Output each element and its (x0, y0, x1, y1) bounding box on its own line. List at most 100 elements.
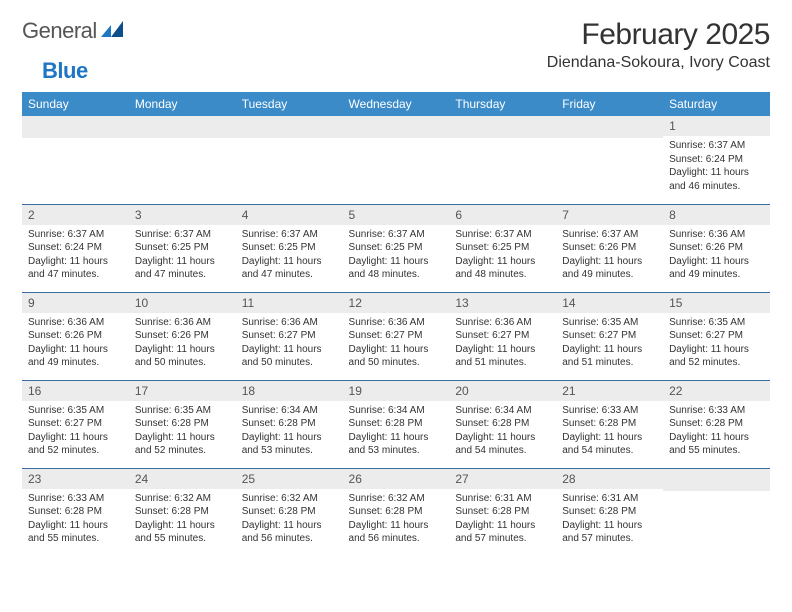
day-data: Sunrise: 6:37 AMSunset: 6:26 PMDaylight:… (556, 225, 663, 286)
calendar-week-row: 1Sunrise: 6:37 AMSunset: 6:24 PMDaylight… (22, 116, 770, 204)
daylight-text: Daylight: 11 hours and 50 minutes. (242, 343, 337, 370)
calendar-day-cell (663, 468, 770, 556)
day-number-empty (236, 116, 343, 138)
daylight-text: Daylight: 11 hours and 52 minutes. (669, 343, 764, 370)
calendar-day-cell: 11Sunrise: 6:36 AMSunset: 6:27 PMDayligh… (236, 292, 343, 380)
daylight-text: Daylight: 11 hours and 50 minutes. (135, 343, 230, 370)
weekday-header: Thursday (449, 92, 556, 116)
day-data: Sunrise: 6:31 AMSunset: 6:28 PMDaylight:… (556, 489, 663, 550)
sunrise-text: Sunrise: 6:34 AM (242, 404, 337, 418)
day-number: 24 (129, 469, 236, 489)
day-data: Sunrise: 6:31 AMSunset: 6:28 PMDaylight:… (449, 489, 556, 550)
calendar-day-cell: 24Sunrise: 6:32 AMSunset: 6:28 PMDayligh… (129, 468, 236, 556)
daylight-text: Daylight: 11 hours and 53 minutes. (242, 431, 337, 458)
sunrise-text: Sunrise: 6:31 AM (562, 492, 657, 506)
day-data: Sunrise: 6:37 AMSunset: 6:24 PMDaylight:… (663, 136, 770, 197)
calendar-day-cell: 23Sunrise: 6:33 AMSunset: 6:28 PMDayligh… (22, 468, 129, 556)
sunrise-text: Sunrise: 6:37 AM (135, 228, 230, 242)
daylight-text: Daylight: 11 hours and 49 minutes. (28, 343, 123, 370)
sunrise-text: Sunrise: 6:36 AM (669, 228, 764, 242)
daylight-text: Daylight: 11 hours and 51 minutes. (562, 343, 657, 370)
daylight-text: Daylight: 11 hours and 53 minutes. (349, 431, 444, 458)
calendar-week-row: 2Sunrise: 6:37 AMSunset: 6:24 PMDaylight… (22, 204, 770, 292)
sunset-text: Sunset: 6:28 PM (562, 417, 657, 431)
sunrise-text: Sunrise: 6:36 AM (455, 316, 550, 330)
calendar-day-cell: 12Sunrise: 6:36 AMSunset: 6:27 PMDayligh… (343, 292, 450, 380)
calendar-day-cell: 9Sunrise: 6:36 AMSunset: 6:26 PMDaylight… (22, 292, 129, 380)
day-number: 27 (449, 469, 556, 489)
sunset-text: Sunset: 6:28 PM (562, 505, 657, 519)
sunset-text: Sunset: 6:28 PM (28, 505, 123, 519)
daylight-text: Daylight: 11 hours and 56 minutes. (349, 519, 444, 546)
day-number: 17 (129, 381, 236, 401)
daylight-text: Daylight: 11 hours and 57 minutes. (562, 519, 657, 546)
calendar-day-cell: 2Sunrise: 6:37 AMSunset: 6:24 PMDaylight… (22, 204, 129, 292)
day-data: Sunrise: 6:37 AMSunset: 6:24 PMDaylight:… (22, 225, 129, 286)
sunset-text: Sunset: 6:28 PM (135, 417, 230, 431)
calendar-day-cell (343, 116, 450, 204)
daylight-text: Daylight: 11 hours and 50 minutes. (349, 343, 444, 370)
day-data: Sunrise: 6:34 AMSunset: 6:28 PMDaylight:… (236, 401, 343, 462)
calendar-day-cell: 4Sunrise: 6:37 AMSunset: 6:25 PMDaylight… (236, 204, 343, 292)
day-number: 1 (663, 116, 770, 136)
day-number: 28 (556, 469, 663, 489)
daylight-text: Daylight: 11 hours and 57 minutes. (455, 519, 550, 546)
sunrise-text: Sunrise: 6:32 AM (349, 492, 444, 506)
sunrise-text: Sunrise: 6:32 AM (135, 492, 230, 506)
sunrise-text: Sunrise: 6:33 AM (28, 492, 123, 506)
sunset-text: Sunset: 6:27 PM (562, 329, 657, 343)
calendar-day-cell (236, 116, 343, 204)
calendar-table: SundayMondayTuesdayWednesdayThursdayFrid… (22, 92, 770, 556)
day-number: 7 (556, 205, 663, 225)
day-data: Sunrise: 6:35 AMSunset: 6:27 PMDaylight:… (556, 313, 663, 374)
daylight-text: Daylight: 11 hours and 49 minutes. (562, 255, 657, 282)
sunrise-text: Sunrise: 6:36 AM (349, 316, 444, 330)
calendar-day-cell: 22Sunrise: 6:33 AMSunset: 6:28 PMDayligh… (663, 380, 770, 468)
day-data: Sunrise: 6:32 AMSunset: 6:28 PMDaylight:… (343, 489, 450, 550)
day-number: 6 (449, 205, 556, 225)
daylight-text: Daylight: 11 hours and 47 minutes. (135, 255, 230, 282)
day-data: Sunrise: 6:37 AMSunset: 6:25 PMDaylight:… (343, 225, 450, 286)
sunrise-text: Sunrise: 6:37 AM (562, 228, 657, 242)
sunrise-text: Sunrise: 6:37 AM (669, 139, 764, 153)
weekday-header: Tuesday (236, 92, 343, 116)
sunrise-text: Sunrise: 6:35 AM (135, 404, 230, 418)
calendar-day-cell: 28Sunrise: 6:31 AMSunset: 6:28 PMDayligh… (556, 468, 663, 556)
sunset-text: Sunset: 6:28 PM (349, 505, 444, 519)
day-data: Sunrise: 6:36 AMSunset: 6:26 PMDaylight:… (663, 225, 770, 286)
day-number: 12 (343, 293, 450, 313)
daylight-text: Daylight: 11 hours and 55 minutes. (28, 519, 123, 546)
weekday-header: Friday (556, 92, 663, 116)
day-number: 18 (236, 381, 343, 401)
day-data: Sunrise: 6:35 AMSunset: 6:27 PMDaylight:… (22, 401, 129, 462)
calendar-day-cell (22, 116, 129, 204)
sunrise-text: Sunrise: 6:35 AM (669, 316, 764, 330)
day-number: 2 (22, 205, 129, 225)
sunset-text: Sunset: 6:25 PM (349, 241, 444, 255)
day-data: Sunrise: 6:36 AMSunset: 6:27 PMDaylight:… (343, 313, 450, 374)
calendar-day-cell: 17Sunrise: 6:35 AMSunset: 6:28 PMDayligh… (129, 380, 236, 468)
day-number: 13 (449, 293, 556, 313)
day-number: 4 (236, 205, 343, 225)
calendar-day-cell: 8Sunrise: 6:36 AMSunset: 6:26 PMDaylight… (663, 204, 770, 292)
daylight-text: Daylight: 11 hours and 55 minutes. (135, 519, 230, 546)
sunrise-text: Sunrise: 6:35 AM (28, 404, 123, 418)
sunrise-text: Sunrise: 6:37 AM (455, 228, 550, 242)
day-number: 21 (556, 381, 663, 401)
sunrise-text: Sunrise: 6:33 AM (669, 404, 764, 418)
daylight-text: Daylight: 11 hours and 52 minutes. (28, 431, 123, 458)
calendar-day-cell: 5Sunrise: 6:37 AMSunset: 6:25 PMDaylight… (343, 204, 450, 292)
calendar-day-cell: 10Sunrise: 6:36 AMSunset: 6:26 PMDayligh… (129, 292, 236, 380)
sunset-text: Sunset: 6:28 PM (242, 505, 337, 519)
day-data: Sunrise: 6:36 AMSunset: 6:27 PMDaylight:… (236, 313, 343, 374)
calendar-day-cell: 14Sunrise: 6:35 AMSunset: 6:27 PMDayligh… (556, 292, 663, 380)
sunset-text: Sunset: 6:26 PM (28, 329, 123, 343)
sunset-text: Sunset: 6:26 PM (135, 329, 230, 343)
day-data: Sunrise: 6:35 AMSunset: 6:28 PMDaylight:… (129, 401, 236, 462)
weekday-header: Sunday (22, 92, 129, 116)
day-number-empty (22, 116, 129, 138)
day-number: 19 (343, 381, 450, 401)
weekday-header: Saturday (663, 92, 770, 116)
day-data: Sunrise: 6:36 AMSunset: 6:26 PMDaylight:… (129, 313, 236, 374)
calendar-day-cell (129, 116, 236, 204)
